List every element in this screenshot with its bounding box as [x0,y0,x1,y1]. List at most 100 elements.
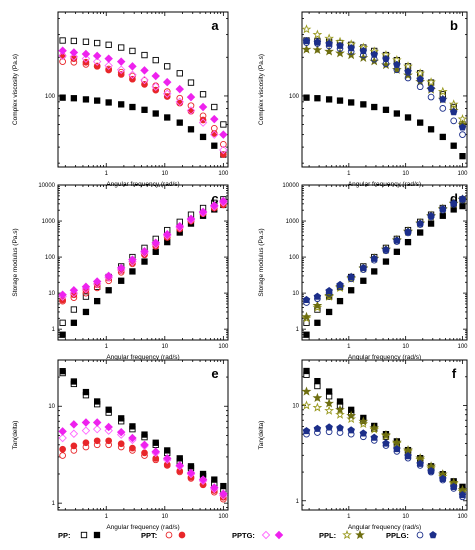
data-point [151,238,160,247]
data-point [347,273,355,281]
y-axis-title: Tan(delta) [258,421,265,450]
data-point [164,114,171,121]
data-point [104,54,113,63]
data-point [313,292,322,300]
data-point [404,238,412,246]
data-point [324,46,334,56]
x-tick-label: 1 [347,171,351,177]
data-point [128,255,137,264]
data-point [313,38,322,46]
data-point [382,245,390,253]
data-point [70,37,78,45]
data-point [211,142,218,149]
data-point [417,119,424,126]
data-point [314,377,321,385]
data-point [81,282,91,292]
data-point [336,280,344,289]
data-point [141,431,148,438]
data-point [458,194,467,203]
data-point [105,41,112,48]
data-point [458,491,467,499]
data-point [187,102,195,110]
data-point [393,444,401,453]
y-tick-label: 1 [52,327,56,333]
data-point [117,71,125,78]
x-axis-title: Angular frequency (rad/s) [348,354,421,361]
data-point [162,230,172,239]
data-point [303,367,310,375]
data-point [105,66,113,74]
data-point [336,398,344,405]
series-pp-solid [59,201,227,338]
x-axis-ticks [64,185,224,340]
data-point [93,62,101,70]
data-point [70,378,78,385]
data-point [175,84,184,94]
y-tick-label: 1 [296,499,300,505]
x-tick-label: 10 [402,514,409,520]
x-tick-label: 1 [347,344,351,350]
data-point [162,77,172,87]
data-point [449,199,458,207]
data-point [427,126,435,133]
data-point [369,422,380,433]
data-point [404,227,412,236]
data-point [360,277,367,284]
data-point [93,437,101,445]
data-point [439,205,447,213]
legend-marker-solid [178,531,186,539]
legend-marker-open [261,530,271,540]
data-point [92,418,102,427]
panel-letter: b [450,18,458,33]
panel-letter: e [211,366,218,381]
data-point [303,94,310,101]
legend-marker-open [80,531,88,539]
data-point [370,254,379,262]
data-point [175,221,184,231]
x-axis-ticks [64,360,224,510]
data-point [336,424,344,432]
panel-letter: f [452,366,457,381]
data-point [359,263,368,272]
legend-marker-solid [355,529,365,540]
data-point [92,51,102,61]
data-point [301,24,312,34]
data-point [301,313,312,323]
plot-frame [301,359,468,511]
data-point [450,142,457,149]
data-point [325,423,333,431]
y-axis-ticks [58,359,228,508]
data-point [198,475,208,484]
data-point [129,103,136,111]
data-point [370,433,379,441]
data-point [186,214,196,224]
data-point [70,95,78,102]
data-point [219,130,228,139]
y-axis-ticks [58,18,228,164]
data-point [59,94,66,101]
data-point [92,424,102,434]
legend-label-pp: PP: [58,531,71,540]
data-point [186,468,196,478]
legend-label-pplg: PPLG: [386,531,409,540]
data-point [116,65,126,74]
data-point [301,311,312,321]
x-tick-label: 1 [105,344,109,350]
legend-item-pptg: PPTG: [232,530,284,540]
y-tick-label: 10 [48,404,55,410]
series-pp-solid [303,202,466,338]
y-tick-label: 100 [45,255,56,261]
data-point [70,442,78,450]
data-point [58,427,67,436]
y-axis-title: Storage modulus (Pa.s) [12,228,19,296]
data-point [116,427,126,437]
data-point [82,293,90,300]
panel-letter: c [211,191,218,206]
data-point [176,70,183,77]
data-point [439,95,447,103]
legend-marker-open [416,531,424,539]
y-tick-label: 1 [296,327,300,333]
data-point [69,429,79,439]
